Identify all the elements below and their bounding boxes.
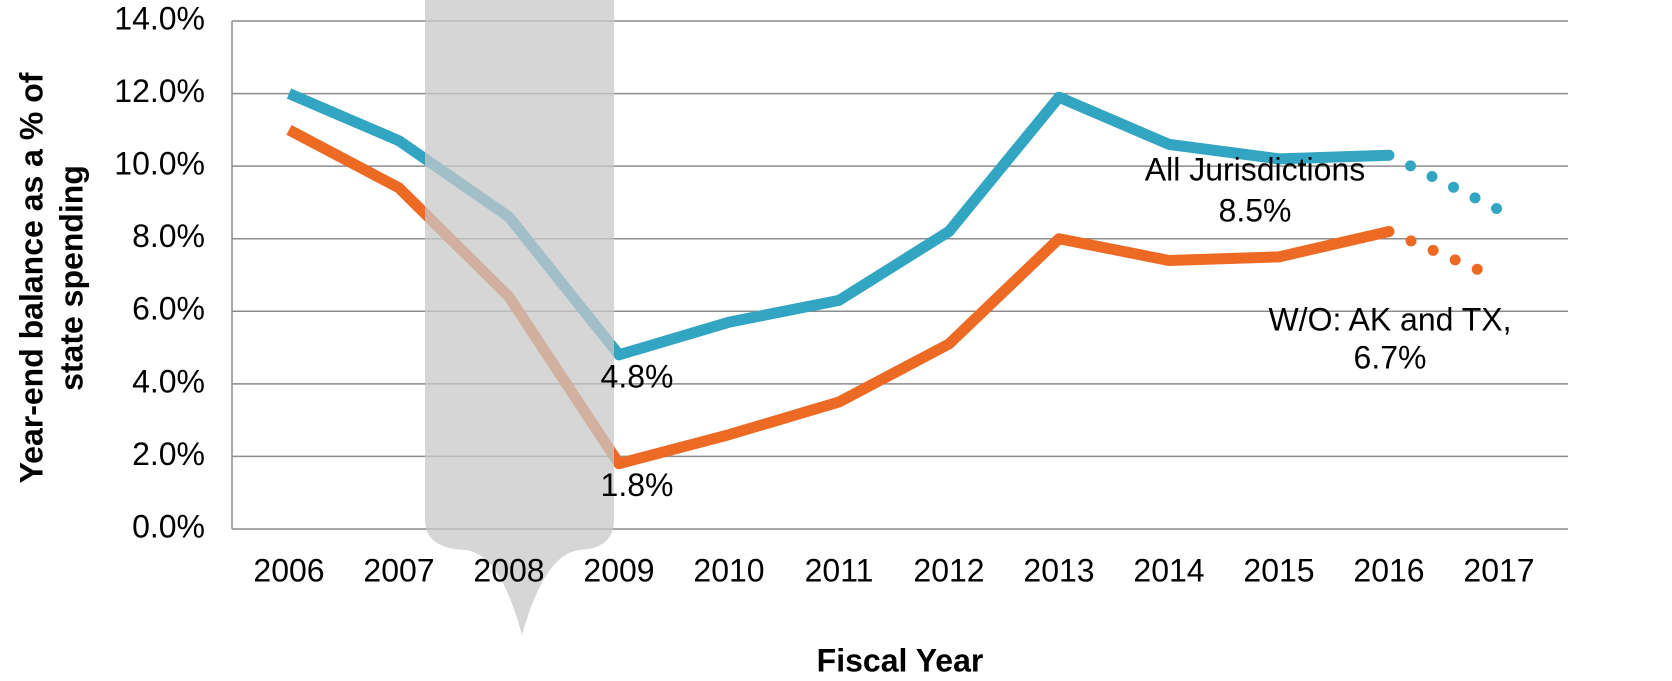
x-tick-label: 2011 xyxy=(805,552,874,588)
x-axis-title: Fiscal Year xyxy=(817,642,984,678)
annotation: W/O: AK and TX, xyxy=(1268,301,1511,337)
y-tick-label: 14.0% xyxy=(114,0,205,36)
x-tick-label: 2006 xyxy=(253,552,324,588)
y-tick-label: 0.0% xyxy=(132,508,205,544)
data-label: 4.8% xyxy=(601,358,674,394)
y-tick-label: 6.0% xyxy=(132,291,205,327)
x-tick-label: 2008 xyxy=(473,552,544,588)
y-axis-title-line: state spending xyxy=(53,165,89,391)
y-axis-title: Year-end balance as a % of state spendin… xyxy=(13,72,89,483)
x-tick-label: 2013 xyxy=(1023,552,1094,588)
x-tick-label: 2010 xyxy=(693,552,764,588)
labels: 0.0% 2.0% 4.0% 6.0% 8.0% 10.0% 12.0% 14.0% 2006 2… xyxy=(114,0,1534,588)
annotation: All Jurisdictions xyxy=(1145,151,1366,187)
y-tick-label: 4.0% xyxy=(132,363,205,399)
x-tick-label: 2009 xyxy=(583,552,654,588)
data-label: 1.8% xyxy=(601,467,674,503)
y-tick-label: 10.0% xyxy=(114,146,205,182)
y-tick-label: 12.0% xyxy=(114,73,205,109)
x-tick-label: 2014 xyxy=(1133,552,1204,588)
x-tick-label: 2015 xyxy=(1243,552,1314,588)
x-tick-label: 2012 xyxy=(913,552,984,588)
projection-line xyxy=(1383,225,1505,285)
y-tick-label: 2.0% xyxy=(132,436,205,472)
y-tick-label: 8.0% xyxy=(132,218,205,254)
annotation: 8.5% xyxy=(1219,192,1292,228)
recession-band xyxy=(425,0,614,635)
x-tick-label: 2016 xyxy=(1353,552,1424,588)
x-tick-label: 2017 xyxy=(1463,552,1534,588)
projection-line xyxy=(1383,149,1505,216)
annotation: 6.7% xyxy=(1354,339,1427,375)
y-axis-title-line: Year-end balance as a % of xyxy=(13,72,49,483)
x-tick-label: 2007 xyxy=(363,552,434,588)
